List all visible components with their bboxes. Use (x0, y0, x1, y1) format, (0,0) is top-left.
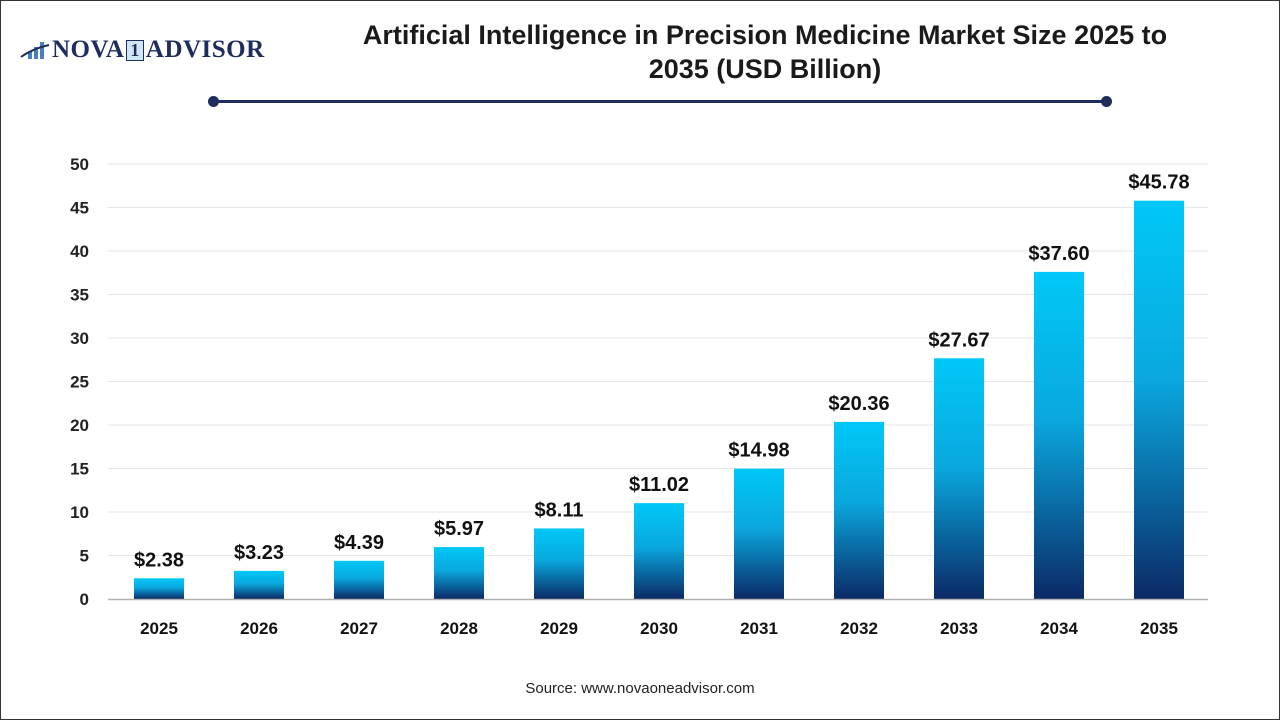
bar-2028 (434, 547, 484, 599)
title-rule (213, 100, 1106, 103)
x-tick-label: 2035 (1140, 619, 1178, 638)
logo-text-advisor: ADVISOR (145, 36, 265, 63)
logo-text-one: 1 (126, 39, 144, 61)
data-label: $45.78 (1128, 172, 1189, 194)
y-tick-label: 30 (70, 329, 89, 348)
data-label: $27.67 (928, 329, 989, 351)
logo-text-nova: NOVA (52, 36, 125, 63)
y-tick-label: 45 (70, 199, 89, 218)
bar-2034 (1034, 271, 1084, 599)
bar-2025 (134, 578, 184, 599)
y-tick-label: 25 (70, 373, 89, 392)
y-tick-label: 40 (70, 242, 89, 261)
y-tick-label: 10 (70, 503, 89, 522)
bar-2029 (534, 528, 584, 599)
bar-2026 (234, 570, 284, 599)
x-tick-label: 2031 (740, 619, 778, 638)
y-tick-label: 5 (80, 547, 89, 566)
data-label: $2.38 (134, 549, 184, 571)
data-label: $8.11 (535, 499, 584, 521)
y-tick-label: 50 (70, 155, 89, 174)
x-tick-label: 2027 (340, 619, 378, 638)
x-tick-label: 2026 (240, 619, 278, 638)
logo-bars-icon (20, 42, 50, 59)
x-tick-label: 2025 (140, 619, 178, 638)
y-tick-label: 20 (70, 416, 89, 435)
data-label: $14.98 (728, 440, 789, 462)
data-label: $5.97 (434, 518, 484, 540)
chart-title: Artificial Intelligence in Precision Med… (362, 20, 1168, 84)
x-tick-label: 2034 (1040, 619, 1078, 638)
bar-2030 (634, 503, 684, 599)
bar-2032 (834, 421, 884, 599)
x-tick-label: 2030 (640, 619, 678, 638)
y-tick-label: 35 (70, 286, 89, 305)
title-rule-dot-right (1101, 96, 1112, 107)
bar-2035 (1134, 200, 1184, 600)
y-tick-label: 0 (80, 590, 89, 609)
bar-2033 (934, 358, 984, 599)
data-label: $4.39 (334, 532, 384, 554)
data-label: $37.60 (1028, 243, 1089, 265)
bar-2027 (334, 560, 384, 599)
y-tick-label: 15 (70, 460, 89, 479)
x-tick-label: 2029 (540, 619, 578, 638)
x-tick-label: 2032 (840, 619, 878, 638)
source-text: Source: www.novaoneadvisor.com (525, 680, 755, 697)
bar-2031 (734, 468, 784, 599)
logo: NOVA 1 ADVISOR (20, 36, 265, 64)
data-label: $20.36 (828, 393, 889, 415)
data-label: $11.02 (629, 474, 689, 496)
x-tick-label: 2028 (440, 619, 478, 638)
x-tick-label: 2033 (940, 619, 978, 638)
title-rule-dot-left (208, 96, 219, 107)
data-label: $3.23 (234, 542, 284, 564)
